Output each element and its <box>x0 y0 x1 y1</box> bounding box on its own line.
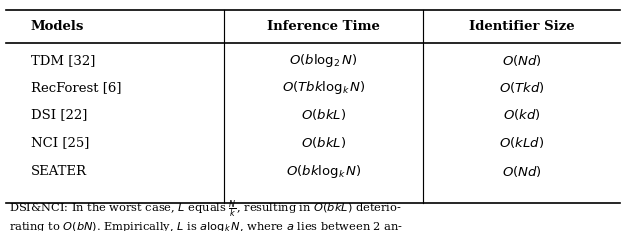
Text: SEATER: SEATER <box>31 164 87 177</box>
Text: $O(bk\log_k N)$: $O(bk\log_k N)$ <box>286 162 362 179</box>
Text: $O(Tbk\log_k N)$: $O(Tbk\log_k N)$ <box>282 79 366 96</box>
Text: $O(Nd)$: $O(Nd)$ <box>501 53 541 67</box>
Text: $O(Nd)$: $O(Nd)$ <box>501 164 541 178</box>
Text: $O(Tkd)$: $O(Tkd)$ <box>499 80 545 95</box>
Text: $O(bkL)$: $O(bkL)$ <box>301 107 346 122</box>
Text: NCI [25]: NCI [25] <box>31 135 89 148</box>
Text: Models: Models <box>31 20 84 33</box>
Text: DSI [22]: DSI [22] <box>31 108 87 121</box>
Text: Identifier Size: Identifier Size <box>469 20 575 33</box>
Text: Inference Time: Inference Time <box>267 20 380 33</box>
Text: $O(kd)$: $O(kd)$ <box>503 107 540 122</box>
Text: DSI&NCI: In the worst case, $L$ equals $\frac{N}{k}$, resulting in $\mathit{O}(b: DSI&NCI: In the worst case, $L$ equals $… <box>9 198 402 219</box>
Text: TDM [32]: TDM [32] <box>31 54 95 67</box>
Text: RecForest [6]: RecForest [6] <box>31 81 121 94</box>
Text: rating to $\mathit{O}(bN)$. Empirically, $L$ is $a\log_k N$, where $a$ lies betw: rating to $\mathit{O}(bN)$. Empirically,… <box>9 219 404 231</box>
Text: $O(bkL)$: $O(bkL)$ <box>301 134 346 149</box>
Text: $O(kLd)$: $O(kLd)$ <box>499 134 544 149</box>
Text: $O(b\log_2 N)$: $O(b\log_2 N)$ <box>289 52 358 69</box>
